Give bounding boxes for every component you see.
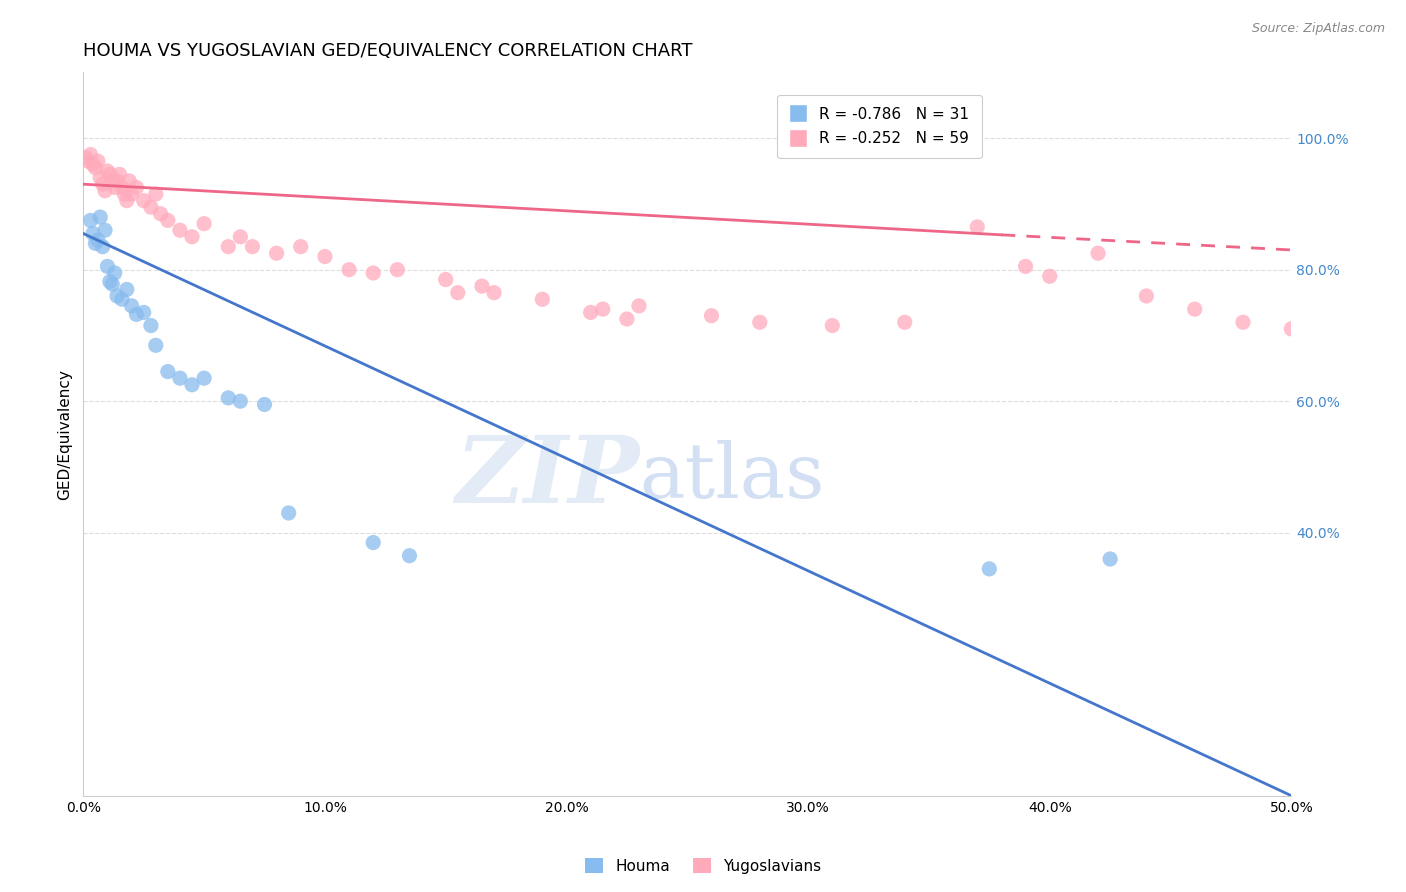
Point xyxy=(118,174,141,188)
Point xyxy=(84,236,107,251)
Point xyxy=(139,318,162,333)
Point xyxy=(482,285,505,300)
Point xyxy=(105,289,128,303)
Point xyxy=(1039,269,1062,284)
Legend: Houma, Yugoslavians: Houma, Yugoslavians xyxy=(578,852,828,880)
Point xyxy=(434,272,457,286)
Point xyxy=(592,302,614,317)
Point xyxy=(193,371,215,385)
Point xyxy=(96,164,118,178)
Point xyxy=(229,229,252,244)
Point xyxy=(193,217,215,231)
Point xyxy=(361,266,384,280)
Point xyxy=(87,233,110,247)
Point xyxy=(181,229,204,244)
Point xyxy=(1014,260,1036,274)
Point xyxy=(217,240,239,254)
Point xyxy=(91,240,114,254)
Point xyxy=(77,154,100,169)
Point xyxy=(579,305,602,319)
Point xyxy=(89,210,111,224)
Point xyxy=(217,391,239,405)
Point xyxy=(108,167,131,181)
Point xyxy=(1087,246,1109,260)
Point xyxy=(79,213,101,227)
Point xyxy=(314,250,336,264)
Legend: R = -0.786   N = 31, R = -0.252   N = 59: R = -0.786 N = 31, R = -0.252 N = 59 xyxy=(776,95,981,158)
Text: HOUMA VS YUGOSLAVIAN GED/EQUIVALENCY CORRELATION CHART: HOUMA VS YUGOSLAVIAN GED/EQUIVALENCY COR… xyxy=(83,42,693,60)
Point xyxy=(79,147,101,161)
Point xyxy=(156,213,179,227)
Point xyxy=(627,299,650,313)
Point xyxy=(125,307,148,321)
Point xyxy=(169,223,191,237)
Point xyxy=(1279,322,1302,336)
Point xyxy=(115,194,138,208)
Point xyxy=(121,187,143,202)
Point xyxy=(471,279,494,293)
Point xyxy=(821,318,844,333)
Point xyxy=(700,309,723,323)
Point xyxy=(89,170,111,185)
Point xyxy=(156,365,179,379)
Point xyxy=(75,151,97,165)
Point xyxy=(1184,302,1206,317)
Point xyxy=(966,219,988,234)
Text: atlas: atlas xyxy=(638,441,824,515)
Text: ZIP: ZIP xyxy=(454,433,638,523)
Point xyxy=(387,262,409,277)
Point xyxy=(169,371,191,385)
Point xyxy=(94,223,117,237)
Point xyxy=(253,397,276,411)
Point xyxy=(82,227,104,241)
Point xyxy=(181,377,204,392)
Point xyxy=(104,266,127,280)
Point xyxy=(361,535,384,549)
Point xyxy=(132,194,155,208)
Point xyxy=(84,161,107,175)
Point xyxy=(91,178,114,192)
Point xyxy=(105,174,128,188)
Point xyxy=(290,240,312,254)
Point xyxy=(98,275,121,289)
Point xyxy=(242,240,264,254)
Point xyxy=(139,200,162,214)
Point xyxy=(337,262,360,277)
Point xyxy=(112,187,135,202)
Point xyxy=(98,167,121,181)
Point xyxy=(447,285,470,300)
Point xyxy=(125,180,148,194)
Text: Source: ZipAtlas.com: Source: ZipAtlas.com xyxy=(1251,22,1385,36)
Point xyxy=(229,394,252,409)
Point xyxy=(121,299,143,313)
Point xyxy=(266,246,288,260)
Point xyxy=(87,154,110,169)
Point xyxy=(616,312,638,326)
Point xyxy=(111,180,134,194)
Y-axis label: GED/Equivalency: GED/Equivalency xyxy=(58,368,72,500)
Point xyxy=(132,305,155,319)
Point xyxy=(149,207,172,221)
Point xyxy=(111,293,134,307)
Point xyxy=(1135,289,1157,303)
Point xyxy=(82,157,104,171)
Point xyxy=(893,315,915,329)
Point xyxy=(94,184,117,198)
Point xyxy=(398,549,420,563)
Point xyxy=(979,562,1001,576)
Point xyxy=(101,277,124,292)
Point xyxy=(101,174,124,188)
Point xyxy=(96,260,118,274)
Point xyxy=(145,338,167,352)
Point xyxy=(748,315,770,329)
Point xyxy=(1099,552,1122,566)
Point xyxy=(1232,315,1254,329)
Point xyxy=(277,506,299,520)
Point xyxy=(145,187,167,202)
Point xyxy=(115,282,138,296)
Point xyxy=(531,293,554,307)
Point xyxy=(104,180,127,194)
